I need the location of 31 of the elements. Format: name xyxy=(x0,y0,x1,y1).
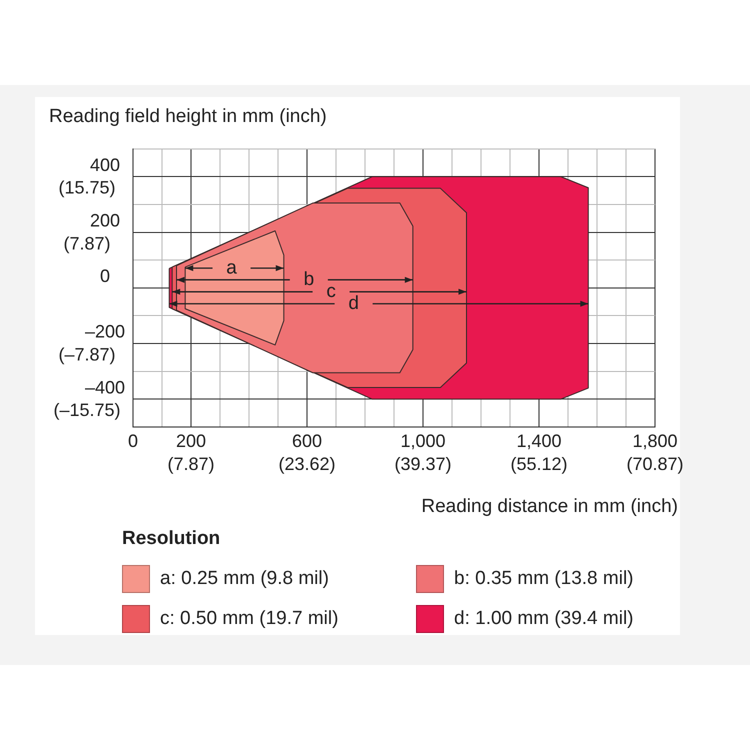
legend-label: b: 0.35 mm (13.8 mil) xyxy=(454,568,634,590)
legend-label: a: 0.25 mm (9.8 mil) xyxy=(160,568,329,590)
y-tick-label: 200 xyxy=(90,210,120,230)
y2-tick-label: (7.87) xyxy=(63,233,111,254)
y-tick-label: –400 xyxy=(84,377,125,398)
x-tick-label: 1,800 xyxy=(632,430,678,451)
x-tick-label: 0 xyxy=(128,430,138,451)
x2-tick-label: (39.37) xyxy=(394,454,452,474)
x2-tick-label: (23.62) xyxy=(278,454,336,474)
x-tick-label: 600 xyxy=(292,430,322,451)
y2-tick-label: (15.75) xyxy=(58,178,116,198)
legend-label: c: 0.50 mm (19.7 mil) xyxy=(160,608,338,630)
y2-tick-label: (–7.87) xyxy=(58,344,116,364)
y-axis-title: Reading field height in mm (inch) xyxy=(49,106,327,128)
x-tick-label: 1,000 xyxy=(400,430,446,451)
x2-tick-label: (55.12) xyxy=(510,454,568,474)
annotation: d xyxy=(348,292,359,314)
annotation: a xyxy=(226,257,238,278)
legend-title: Resolution xyxy=(122,528,222,550)
y2-tick-label: (–15.75) xyxy=(53,400,121,420)
legend-label: d: 1.00 mm (39.4 mil) xyxy=(454,608,634,630)
x-tick-label: 1,400 xyxy=(516,430,562,451)
y-tick-label: –200 xyxy=(84,322,125,342)
y-tick-label: 400 xyxy=(90,154,120,175)
y-tick-label: 0 xyxy=(100,266,110,286)
x2-tick-label: (70.87) xyxy=(626,454,684,474)
annotation: b xyxy=(304,269,314,290)
x2-tick-label: (7.87) xyxy=(167,454,214,474)
x-tick-label: 200 xyxy=(176,430,206,451)
x-axis-title: Reading distance in mm (inch) xyxy=(421,496,678,518)
annotation: c xyxy=(326,281,336,302)
